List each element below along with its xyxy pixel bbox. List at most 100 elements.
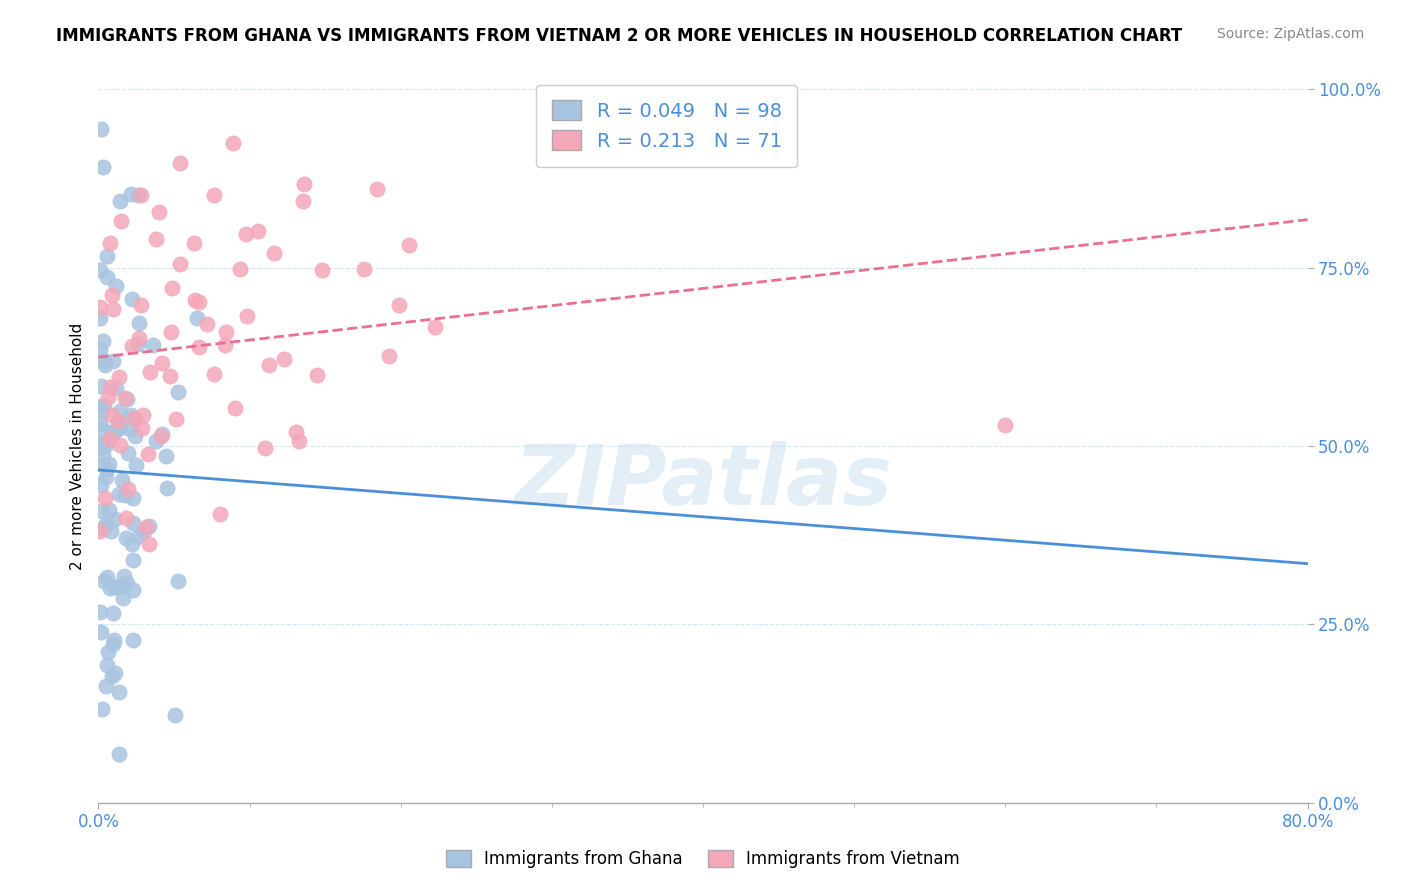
Point — [115, 532, 138, 546]
Point — [90, 379, 112, 393]
Point — [388, 298, 411, 312]
Point — [150, 426, 173, 441]
Point — [292, 194, 315, 208]
Point — [104, 512, 127, 526]
Point — [112, 568, 135, 582]
Point — [263, 246, 285, 260]
Point — [96, 469, 118, 483]
Point — [125, 458, 148, 473]
Point — [121, 339, 143, 353]
Point — [98, 581, 121, 595]
Point — [90, 478, 112, 492]
Point — [91, 448, 114, 462]
Point — [202, 367, 225, 381]
Point — [148, 205, 170, 219]
Point — [105, 381, 128, 395]
Y-axis label: 2 or more Vehicles in Household: 2 or more Vehicles in Household — [69, 322, 84, 570]
Point — [108, 438, 131, 452]
Point — [138, 537, 160, 551]
Point — [90, 435, 112, 450]
Point — [353, 262, 375, 277]
Point — [91, 458, 114, 473]
Point — [89, 437, 111, 451]
Point — [246, 224, 269, 238]
Point — [253, 442, 276, 456]
Point — [114, 488, 136, 502]
Text: ZIPatlas: ZIPatlas — [515, 442, 891, 522]
Point — [97, 502, 120, 516]
Point — [121, 292, 143, 306]
Point — [96, 570, 118, 584]
Point — [156, 481, 179, 495]
Point — [138, 519, 160, 533]
Point — [110, 214, 132, 228]
Point — [122, 410, 145, 425]
Point — [108, 194, 131, 209]
Point — [108, 579, 131, 593]
Point — [90, 121, 112, 136]
Point — [89, 263, 111, 277]
Point — [110, 579, 132, 593]
Point — [98, 235, 121, 250]
Point — [117, 483, 139, 497]
Point — [112, 591, 135, 606]
Point — [131, 408, 153, 422]
Point — [89, 605, 111, 619]
Point — [124, 412, 146, 426]
Point — [94, 516, 117, 531]
Point — [139, 365, 162, 379]
Point — [90, 440, 112, 454]
Point — [104, 424, 127, 438]
Point — [101, 607, 124, 621]
Point — [104, 665, 127, 680]
Point — [89, 301, 111, 315]
Point — [127, 187, 149, 202]
Text: Source: ZipAtlas.com: Source: ZipAtlas.com — [1216, 27, 1364, 41]
Point — [104, 581, 127, 595]
Point — [93, 574, 115, 588]
Point — [120, 186, 142, 201]
Point — [122, 553, 145, 567]
Point — [378, 349, 401, 363]
Point — [96, 390, 118, 404]
Point — [89, 416, 111, 430]
Point — [108, 421, 131, 435]
Point — [305, 368, 328, 382]
Point — [311, 263, 333, 277]
Point — [96, 249, 118, 263]
Point — [89, 310, 111, 325]
Point — [155, 450, 177, 464]
Point — [215, 325, 238, 339]
Point — [122, 632, 145, 647]
Point — [89, 625, 111, 640]
Point — [108, 370, 131, 384]
Point — [169, 257, 191, 271]
Point — [128, 331, 150, 345]
Point — [105, 278, 128, 293]
Point — [117, 445, 139, 459]
Point — [142, 338, 165, 352]
Point — [120, 422, 142, 436]
Point — [101, 408, 124, 422]
Point — [135, 520, 157, 534]
Point — [93, 491, 115, 506]
Point — [129, 188, 152, 202]
Point — [160, 281, 183, 295]
Point — [107, 414, 129, 428]
Point — [94, 438, 117, 452]
Point — [115, 511, 138, 525]
Point — [101, 302, 124, 317]
Point — [229, 262, 252, 277]
Point — [93, 404, 115, 418]
Point — [91, 334, 114, 348]
Point — [107, 416, 129, 430]
Point — [165, 411, 187, 425]
Point — [236, 309, 259, 323]
Point — [183, 235, 205, 250]
Point — [287, 434, 309, 448]
Point — [100, 524, 122, 538]
Point — [91, 504, 114, 518]
Point — [122, 516, 145, 530]
Point — [159, 325, 181, 339]
Point — [96, 658, 118, 673]
